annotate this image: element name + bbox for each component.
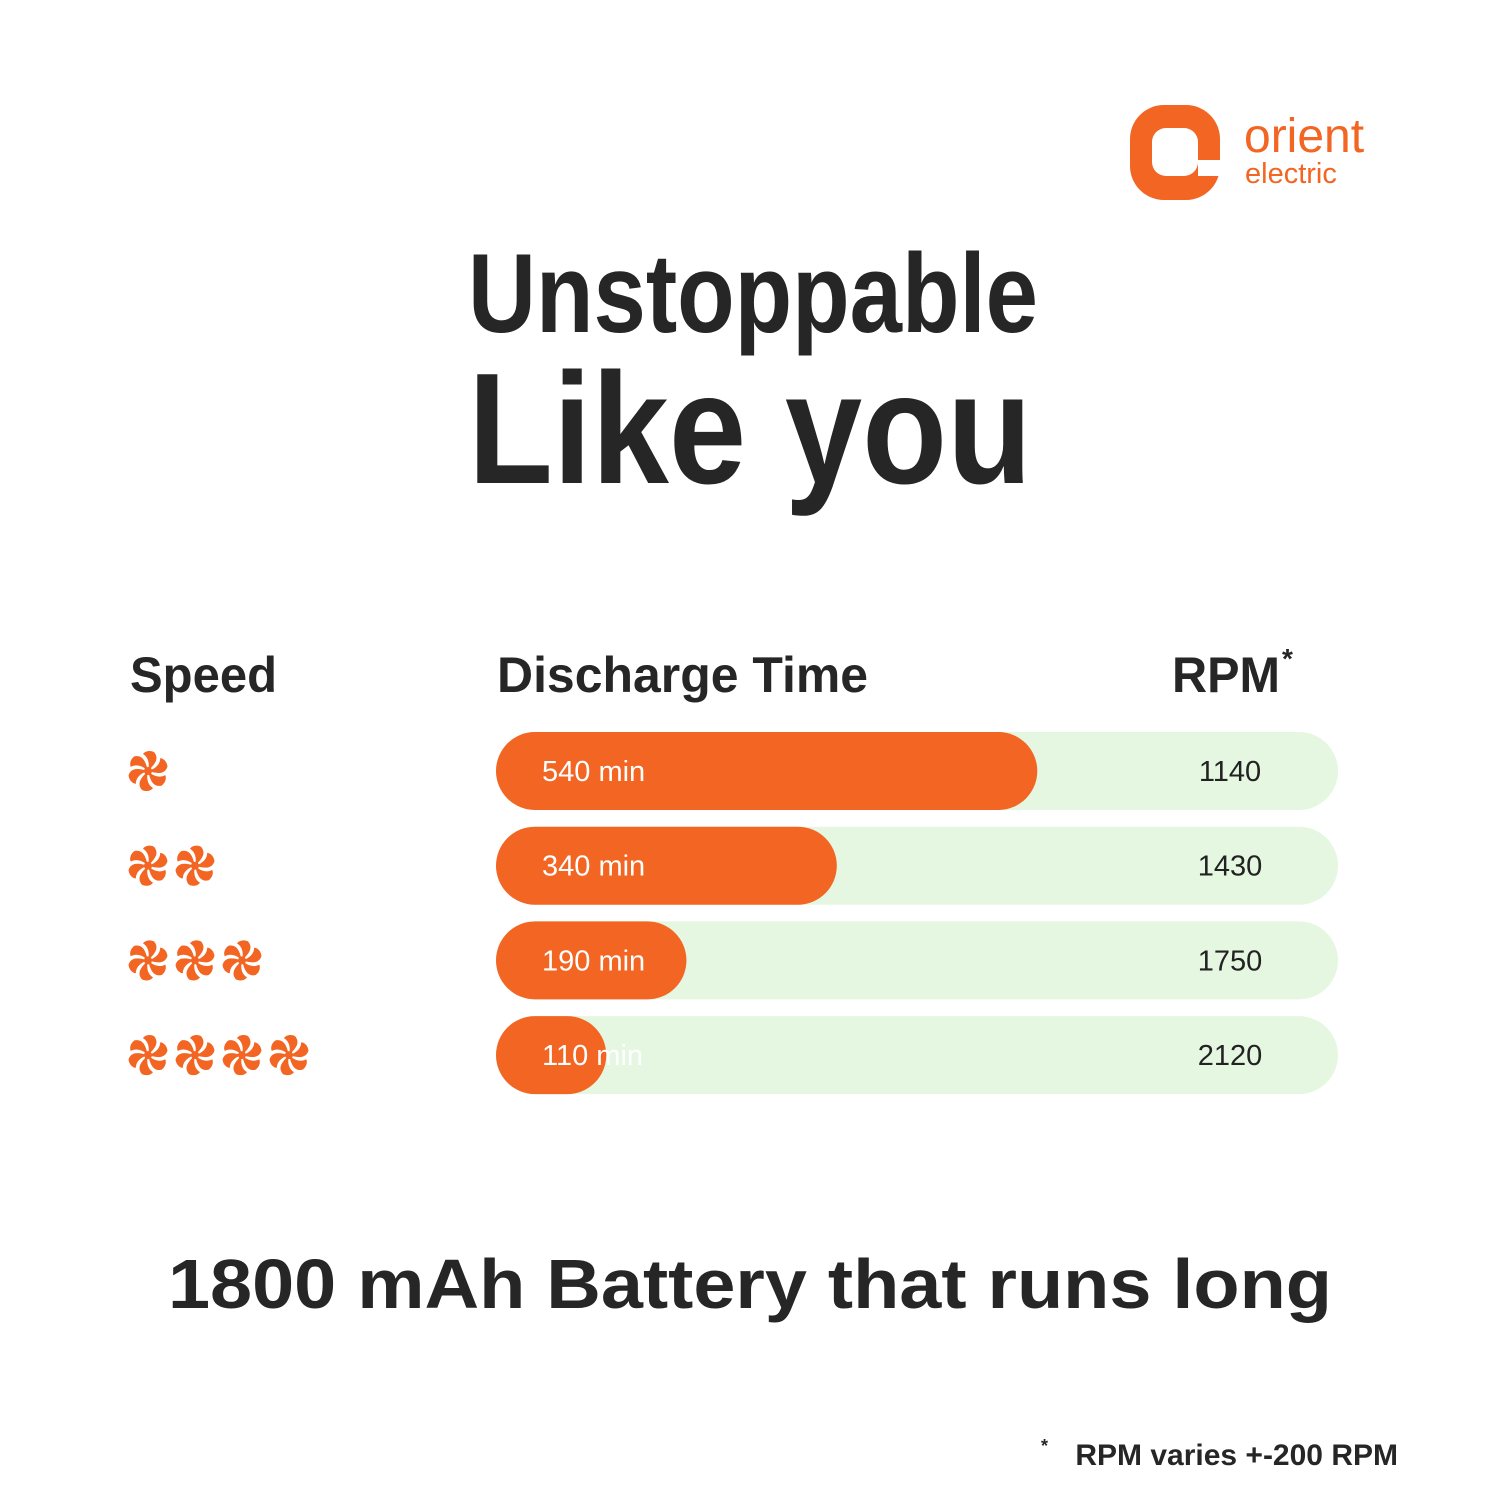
- rpm-value: 2120: [1198, 1040, 1263, 1072]
- logo-name: orient: [1244, 110, 1364, 163]
- subtitle: 1800 mAh Battery that runs long: [168, 1245, 1332, 1323]
- headline: Like you: [468, 341, 1032, 517]
- logo: orient electric: [1130, 105, 1364, 200]
- bar-label: 190 min: [542, 945, 645, 977]
- speed-icon: [126, 750, 170, 792]
- speed-icon: [267, 1035, 311, 1076]
- logo-tagline: electric: [1245, 158, 1337, 190]
- bar-label: 110 min: [542, 1040, 643, 1072]
- speed-icon: [173, 1035, 217, 1076]
- logo-mark-inner: [1152, 128, 1198, 176]
- speed-icon: [220, 940, 264, 981]
- speed-icon: [220, 1035, 264, 1076]
- bar-track: [496, 1016, 1338, 1095]
- bar: [496, 1016, 607, 1095]
- speed-icon: [173, 845, 217, 886]
- speed-icon: [173, 940, 217, 981]
- column-header-mark: *: [1282, 643, 1293, 674]
- headline: Unstoppable: [468, 231, 1038, 356]
- speed-icon: [126, 1035, 170, 1076]
- rpm-value: 1750: [1198, 945, 1263, 977]
- footnote-mark: *: [1041, 1436, 1048, 1456]
- bar: [496, 826, 837, 905]
- bar-label: 340 min: [542, 851, 645, 883]
- bar: [496, 921, 687, 1000]
- bar: [496, 732, 1038, 810]
- rpm-value: 1140: [1199, 756, 1261, 788]
- footnote: RPM varies +-200 RPM: [1075, 1439, 1398, 1472]
- speed-icon: [126, 845, 170, 886]
- speed-icon: [126, 940, 170, 981]
- column-header: RPM: [1172, 647, 1280, 703]
- chart: 540 min 1140 340 min 1430 190 min 1750 110 min…: [126, 732, 1338, 1095]
- rpm-value: 1430: [1198, 851, 1263, 883]
- bar-label: 540 min: [542, 756, 645, 788]
- column-header: Discharge Time: [497, 647, 868, 703]
- bar-track: [496, 921, 1338, 1000]
- logo-mark-gap: [1198, 160, 1222, 176]
- column-header: Speed: [130, 647, 277, 703]
